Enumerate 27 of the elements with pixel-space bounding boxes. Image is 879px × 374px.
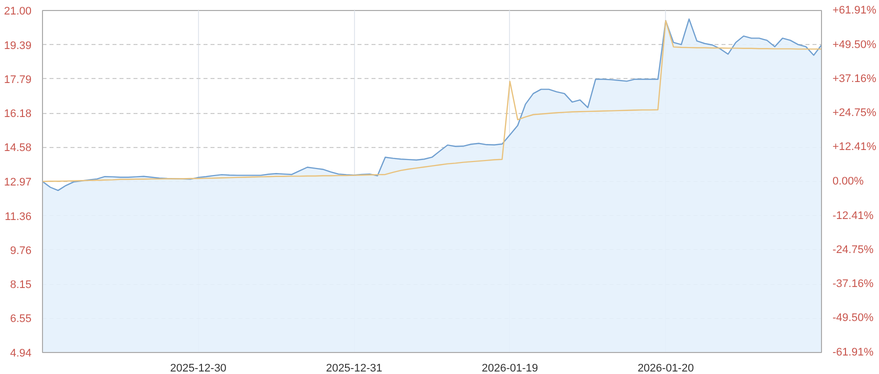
y-tick-label: 11.36	[4, 210, 32, 223]
y2-tick-label: +37.16%	[832, 72, 876, 85]
y-tick-label: 19.39	[4, 40, 32, 52]
y2-tick-label: +24.75%	[832, 107, 876, 120]
y-tick-label: 12.97	[4, 176, 32, 188]
y2-tick-label: 0.00%	[832, 176, 864, 188]
y-tick-label: 21.00	[4, 6, 32, 18]
y-tick-label: 4.94	[10, 348, 32, 360]
y-tick-label: 16.18	[4, 108, 32, 120]
y-tick-label: 9.76	[10, 244, 32, 257]
y2-tick-label: -24.75%	[832, 244, 874, 256]
line-series	[42, 20, 822, 182]
y2-tick-label: -37.16%	[832, 278, 874, 290]
x-tick-label: 2025-12-31	[326, 362, 382, 374]
y2-tick-label: -12.41%	[832, 210, 874, 222]
x-tick-label: 2026-01-19	[482, 362, 538, 374]
y-tick-label: 8.15	[10, 279, 32, 292]
y-tick-label: 17.79	[4, 74, 32, 86]
y2-tick-label: -49.50%	[832, 312, 874, 324]
x-tick-label: 2026-01-20	[638, 362, 694, 374]
y-tick-label: 14.58	[4, 142, 32, 154]
y2-tick-label: -61.91%	[832, 346, 874, 358]
y2-tick-label: +12.41%	[832, 141, 876, 154]
y2-tick-label: +61.91%	[832, 4, 876, 16]
y-tick-label: 6.55	[10, 313, 32, 326]
x-tick-label: 2025-12-30	[170, 362, 226, 374]
y2-tick-label: +49.50%	[832, 38, 876, 51]
